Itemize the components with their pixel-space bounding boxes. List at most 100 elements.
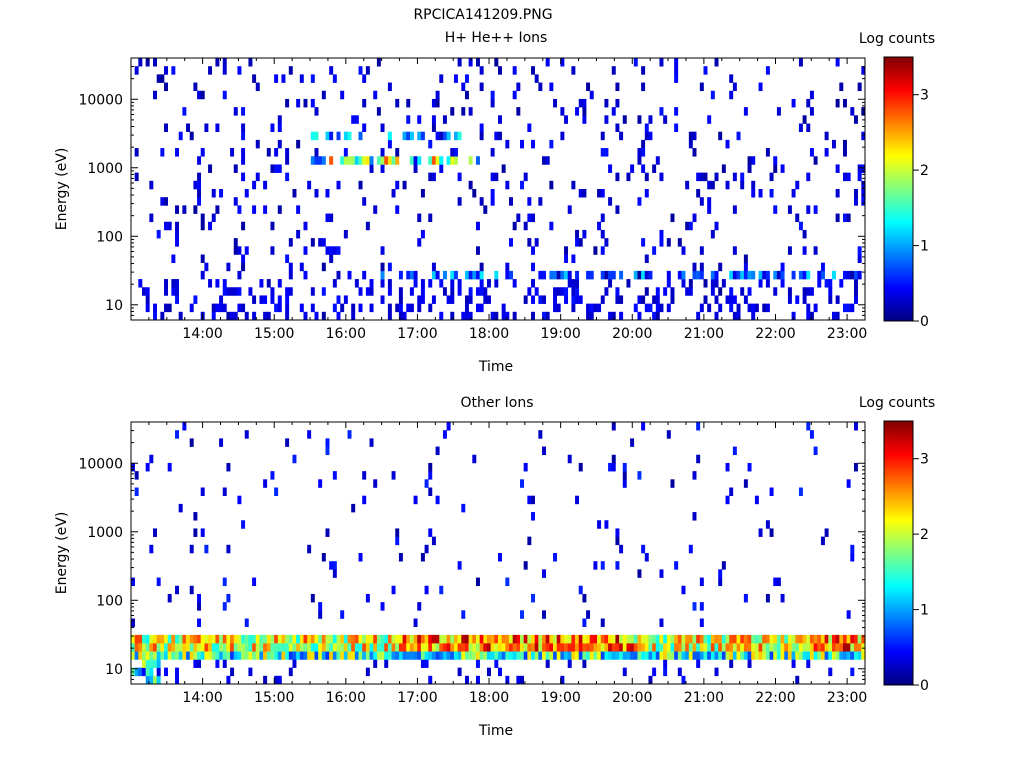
- heatmap-cell: [714, 279, 719, 288]
- heatmap-cell: [608, 197, 613, 206]
- heatmap-cell: [809, 148, 814, 157]
- heatmap-cell: [553, 98, 558, 108]
- heatmap-cell: [457, 667, 462, 677]
- heatmap-cell: [710, 180, 715, 190]
- heatmap-cell: [780, 593, 785, 603]
- heatmap-cell: [450, 107, 455, 116]
- heatmap-cell: [204, 643, 209, 652]
- heatmap-cell: [193, 82, 198, 92]
- heatmap-cell: [545, 634, 550, 644]
- heatmap-cell: [233, 311, 238, 321]
- heatmap-cell: [486, 295, 491, 304]
- heatmap-cell: [398, 651, 403, 660]
- heatmap-cell: [461, 82, 466, 92]
- heatmap-cell: [806, 303, 811, 313]
- heatmap-cell: [354, 115, 359, 124]
- heatmap-cell: [175, 279, 180, 288]
- heatmap-cell: [153, 90, 157, 100]
- heatmap-cell: [696, 270, 701, 280]
- heatmap-cell: [806, 123, 811, 132]
- heatmap-cell: [131, 651, 135, 660]
- heatmap-cell: [398, 295, 403, 304]
- heatmap-cell: [340, 156, 345, 165]
- heatmap-cell: [277, 643, 282, 652]
- heatmap-cell: [446, 651, 451, 660]
- heatmap-cell: [839, 279, 844, 288]
- heatmap-cell: [468, 643, 473, 652]
- heatmap-cell: [615, 98, 620, 108]
- heatmap-cell: [732, 446, 737, 456]
- heatmap-cell: [413, 279, 418, 288]
- heatmap-cell: [160, 651, 165, 660]
- heatmap-cell: [318, 238, 323, 247]
- heatmap-cell: [208, 66, 213, 75]
- heatmap-cell: [483, 295, 488, 304]
- heatmap-cell: [520, 479, 524, 488]
- heatmap-cell: [310, 131, 315, 141]
- heatmap-cell: [578, 651, 583, 660]
- heatmap-cell: [204, 262, 209, 272]
- heatmap-cell: [762, 270, 767, 280]
- heatmap-cell: [384, 651, 389, 660]
- heatmap-cell: [659, 238, 664, 247]
- heatmap-cell: [332, 246, 337, 255]
- heatmap-cell: [729, 651, 734, 660]
- heatmap-cell: [707, 303, 712, 313]
- heatmap-cell: [472, 651, 477, 660]
- x-tick-label: 22:00: [755, 326, 795, 342]
- x-tick-label: 22:00: [755, 690, 795, 706]
- heatmap-cell: [417, 634, 422, 644]
- heatmap-cell: [809, 311, 814, 321]
- heatmap-cell: [431, 123, 436, 132]
- heatmap-cell: [439, 634, 444, 644]
- heatmap-cell: [167, 643, 172, 652]
- heatmap-cell: [321, 643, 326, 652]
- heatmap-cell: [699, 618, 704, 627]
- heatmap-cell: [534, 651, 539, 660]
- heatmap-cell: [853, 651, 858, 660]
- heatmap-cell: [200, 254, 205, 263]
- heatmap-cell: [398, 287, 403, 296]
- heatmap-cell: [420, 553, 425, 562]
- heatmap-cell: [641, 238, 646, 247]
- heatmap-cell: [663, 287, 668, 296]
- heatmap-cell: [420, 643, 425, 652]
- heatmap-cell: [707, 180, 712, 190]
- heatmap-cell: [644, 287, 649, 296]
- heatmap-cell: [806, 172, 811, 182]
- heatmap-cell: [351, 311, 356, 321]
- heatmap-cell: [244, 618, 249, 627]
- heatmap-cell: [336, 295, 341, 304]
- heatmap-cell: [182, 651, 187, 660]
- heatmap-cell: [450, 148, 455, 157]
- heatmap-cell: [391, 189, 396, 198]
- heatmap-cell: [215, 651, 220, 660]
- heatmap-cell: [842, 270, 847, 280]
- heatmap-cell: [608, 164, 613, 173]
- heatmap-cell: [358, 287, 363, 296]
- heatmap-cell: [516, 82, 521, 92]
- heatmap-cell: [149, 667, 154, 677]
- heatmap-cell: [237, 303, 242, 313]
- heatmap-cell: [402, 180, 407, 190]
- heatmap-cell: [490, 634, 495, 644]
- heatmap-cell: [226, 462, 231, 472]
- heatmap-cell: [142, 643, 146, 652]
- heatmap-cell: [820, 270, 825, 280]
- heatmap-cell: [633, 58, 638, 67]
- heatmap-cell: [413, 651, 418, 660]
- heatmap-cell: [714, 221, 719, 231]
- heatmap-cell: [732, 311, 737, 321]
- heatmap-cell: [479, 643, 484, 652]
- heatmap-cell: [343, 295, 348, 304]
- heatmap-cell: [222, 659, 227, 668]
- heatmap-cell: [776, 634, 781, 644]
- heatmap-cell: [853, 197, 858, 206]
- heatmap-cell: [197, 197, 202, 206]
- heatmap-cell: [516, 213, 521, 223]
- heatmap-cell: [167, 651, 172, 660]
- heatmap-cell: [677, 667, 682, 677]
- heatmap-cell: [332, 561, 337, 570]
- heatmap-cell: [850, 553, 855, 562]
